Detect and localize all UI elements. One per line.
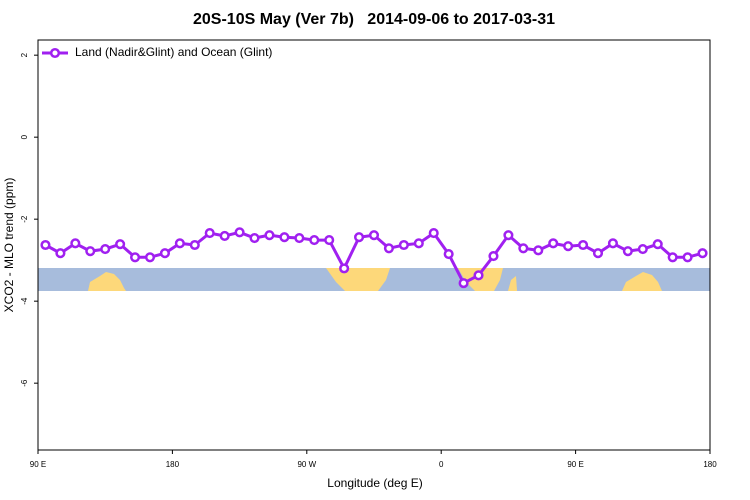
point — [309, 235, 320, 246]
x-tick-label: 180 — [166, 460, 180, 469]
point — [85, 246, 96, 257]
y-tick-label: 2 — [20, 52, 29, 57]
point — [473, 270, 484, 281]
point — [264, 230, 275, 241]
x-tick-label: 90 E — [567, 460, 583, 469]
point — [55, 248, 66, 259]
point — [443, 248, 454, 260]
point — [100, 244, 111, 255]
point — [563, 241, 574, 252]
point — [249, 232, 260, 244]
point — [294, 232, 305, 244]
point — [533, 245, 544, 256]
x-tick-label: 180 — [703, 460, 717, 469]
y-axis-label: XCO2 - MLO trend (ppm) — [2, 178, 16, 313]
point — [159, 248, 170, 259]
point — [667, 252, 678, 263]
point — [607, 238, 618, 249]
point — [488, 251, 499, 262]
point — [548, 238, 559, 249]
point — [428, 228, 439, 239]
point — [458, 278, 469, 289]
legend-marker — [49, 47, 61, 59]
chart-title: 20S-10S May (Ver 7b) 2014-09-06 to 2017-… — [193, 11, 555, 28]
point — [398, 239, 409, 251]
point — [697, 248, 708, 259]
point — [174, 238, 185, 249]
y-tick-label: 0 — [20, 134, 29, 139]
point — [339, 263, 350, 274]
point — [622, 246, 633, 257]
point — [592, 248, 604, 259]
point — [115, 239, 126, 250]
point — [503, 230, 514, 241]
point — [637, 244, 648, 255]
point — [40, 239, 51, 251]
y-tick-label: -6 — [20, 379, 29, 387]
map-strip — [38, 268, 710, 291]
point — [219, 230, 230, 242]
legend-label: Land (Nadir&Glint) and Ocean (Glint) — [75, 45, 272, 59]
y-tick-label: -2 — [20, 215, 29, 223]
x-tick-label: 90 E — [30, 460, 46, 469]
point — [413, 238, 424, 249]
point — [368, 230, 380, 241]
x-axis-label: Longitude (deg E) — [327, 476, 422, 490]
point — [383, 243, 394, 254]
point — [652, 239, 663, 250]
plot-frame — [37, 39, 711, 451]
point — [189, 239, 200, 251]
point — [354, 232, 365, 243]
point — [130, 252, 141, 263]
x-tick-label: 0 — [439, 460, 444, 469]
point — [578, 239, 589, 251]
point — [324, 235, 335, 246]
point — [682, 252, 693, 263]
point — [144, 252, 156, 263]
point — [518, 243, 529, 254]
point — [204, 228, 215, 239]
point — [234, 227, 245, 238]
x-tick-label: 90 W — [297, 460, 316, 469]
point — [279, 232, 290, 243]
point — [70, 238, 81, 249]
y-tick-label: -4 — [20, 297, 29, 305]
legend-entry: Land (Nadir&Glint) and Ocean (Glint) — [42, 45, 272, 59]
